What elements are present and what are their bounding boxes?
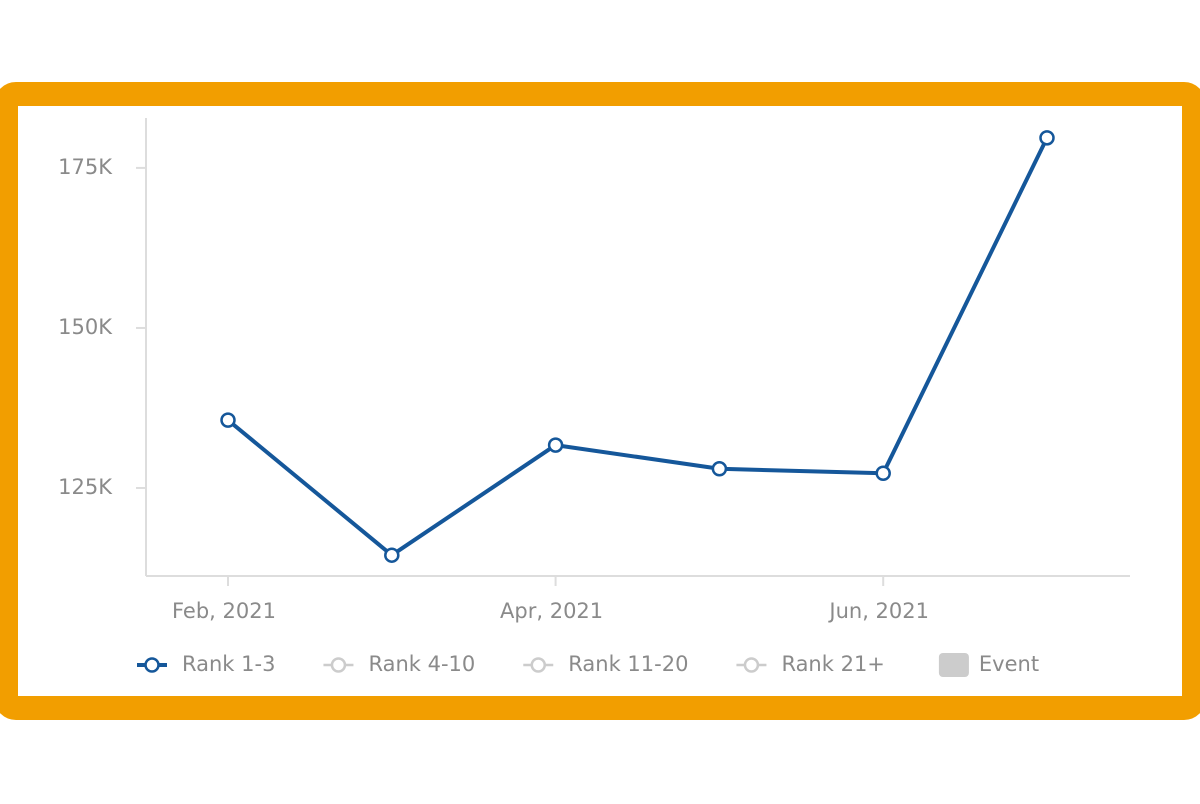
y-tick-label: 175K <box>58 155 113 179</box>
x-tick-label: Feb, 2021 <box>172 599 276 623</box>
y-tick-label: 150K <box>58 315 113 339</box>
x-tick-label: Apr, 2021 <box>500 599 603 623</box>
frame <box>0 82 1200 720</box>
point <box>875 465 891 482</box>
legend-label[interactable]: Event <box>979 652 1039 676</box>
legend-symbol <box>743 657 760 673</box>
legend-label[interactable]: Rank 21+ <box>781 652 884 676</box>
point <box>547 437 564 453</box>
legend-label[interactable]: Rank 4-10 <box>368 652 475 676</box>
y-tick-label: 125K <box>58 475 113 499</box>
point <box>711 461 728 477</box>
legend-symbol <box>530 657 547 673</box>
x-tick-label: Jun, 2021 <box>827 599 929 623</box>
series-line <box>226 136 1049 558</box>
point <box>384 547 400 563</box>
legend-label[interactable]: Rank 11-20 <box>568 652 688 676</box>
point <box>220 412 236 428</box>
legend-label[interactable]: Rank 1-3 <box>182 652 275 676</box>
legend-symbol <box>144 657 160 673</box>
legend-symbol <box>938 653 969 677</box>
point <box>1039 130 1055 146</box>
legend-symbol <box>330 657 347 673</box>
